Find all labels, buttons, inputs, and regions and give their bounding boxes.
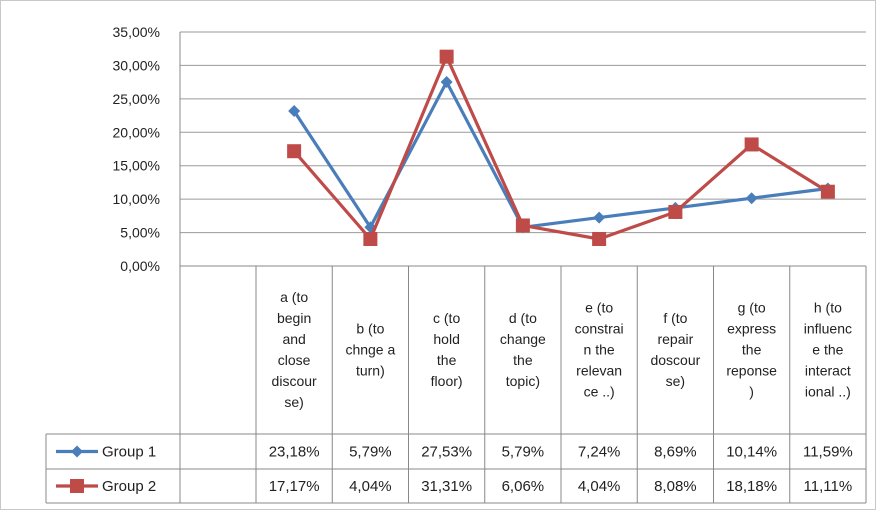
category-label: doscour <box>650 352 700 368</box>
category-label: influenc <box>804 321 852 337</box>
y-tick-label: 35,00% <box>113 24 160 40</box>
category-label: g (to <box>738 300 766 316</box>
table-value-cell: 6,06% <box>502 478 545 495</box>
data-point <box>668 204 683 219</box>
legend-series-name: Group 2 <box>102 478 156 495</box>
table-value-cell: 11,59% <box>803 444 853 461</box>
category-label: c (to <box>433 310 460 326</box>
category-label: ional ..) <box>805 384 851 400</box>
y-tick-label: 10,00% <box>113 191 160 207</box>
category-label: the <box>742 342 762 358</box>
data-point <box>744 137 759 152</box>
category-label: e the <box>812 342 843 358</box>
category-label: h (to <box>814 300 842 316</box>
category-label: topic) <box>506 373 540 389</box>
table-value-cell: 8,08% <box>654 478 697 495</box>
table-value-cell: 5,79% <box>349 444 392 461</box>
y-tick-label: 0,00% <box>120 258 160 274</box>
category-label: constrai <box>575 321 624 337</box>
category-label: close <box>278 352 311 368</box>
category-label: floor) <box>431 373 463 389</box>
y-tick-label: 30,00% <box>113 57 160 73</box>
category-label: b (to <box>356 321 384 337</box>
category-label: e (to <box>585 300 613 316</box>
table-value-cell: 7,24% <box>578 444 621 461</box>
category-label: n the <box>584 342 615 358</box>
category-label: se) <box>284 394 303 410</box>
y-tick-label: 20,00% <box>113 124 160 140</box>
legend-series-name: Group 1 <box>102 444 156 461</box>
data-point <box>440 75 453 88</box>
category-label: f (to <box>663 310 687 326</box>
category-label: hold <box>433 331 459 347</box>
y-tick-label: 25,00% <box>113 91 160 107</box>
y-tick-label: 5,00% <box>120 225 160 241</box>
data-point <box>592 231 607 246</box>
table-value-cell: 4,04% <box>349 478 392 495</box>
data-point <box>593 211 606 224</box>
category-label: ce ..) <box>584 384 615 400</box>
category-label: and <box>282 331 305 347</box>
category-label: reponse <box>726 363 777 379</box>
data-point <box>439 49 454 64</box>
data-point <box>288 105 301 118</box>
data-point <box>745 192 758 205</box>
category-label: discour <box>272 373 317 389</box>
y-tick-label: 15,00% <box>113 158 160 174</box>
table-value-cell: 8,69% <box>654 444 697 461</box>
category-label: the <box>437 352 457 368</box>
category-label: express <box>727 321 776 337</box>
series-line-2 <box>292 55 829 241</box>
table-value-cell: 27,53% <box>421 444 472 461</box>
category-label: d (to <box>509 310 537 326</box>
legend-key-marker <box>70 479 84 493</box>
category-label: the <box>513 352 533 368</box>
category-label: ) <box>749 384 754 400</box>
table-value-cell: 23,18% <box>269 444 320 461</box>
category-label: relevan <box>576 363 622 379</box>
category-label: change <box>500 331 546 347</box>
category-label: se) <box>666 373 685 389</box>
data-point <box>287 144 302 159</box>
category-label: begin <box>277 310 311 326</box>
table-value-cell: 10,14% <box>726 444 777 461</box>
table-value-cell: 5,79% <box>502 444 545 461</box>
category-label: turn) <box>356 363 385 379</box>
category-label: interact <box>805 363 851 379</box>
series-line-1 <box>292 80 829 229</box>
table-value-cell: 17,17% <box>269 478 320 495</box>
table-value-cell: 31,31% <box>421 478 472 495</box>
data-point <box>820 184 835 199</box>
category-label: repair <box>657 331 693 347</box>
legend-key-marker <box>71 445 83 458</box>
table-value-cell: 18,18% <box>726 478 777 495</box>
category-label: chnge a <box>345 342 395 358</box>
data-point <box>363 231 378 246</box>
category-label: a (to <box>280 289 308 305</box>
data-point <box>515 218 530 233</box>
table-value-cell: 4,04% <box>578 478 621 495</box>
table-value-cell: 11,11% <box>804 478 853 495</box>
